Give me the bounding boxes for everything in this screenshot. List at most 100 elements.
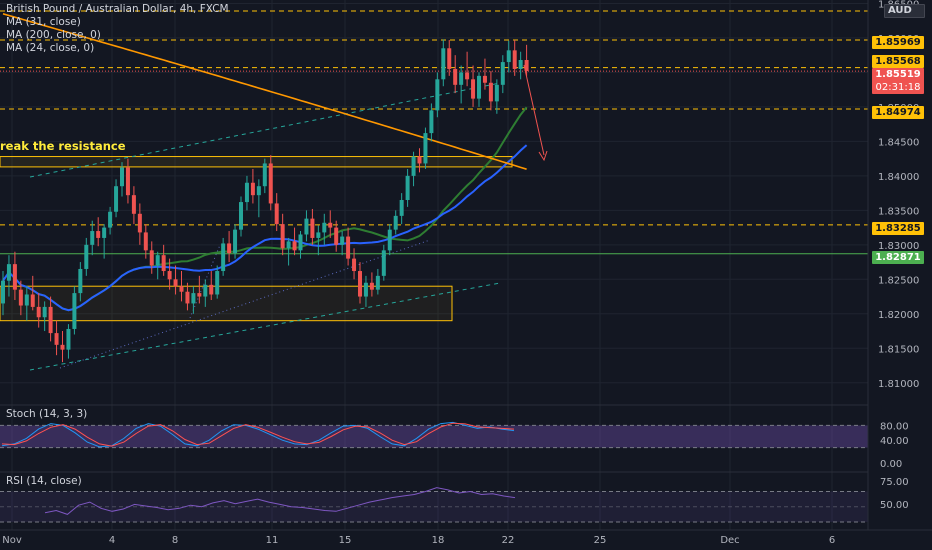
candle-body [18, 289, 23, 306]
candle-body [12, 264, 17, 290]
support-zone [0, 285, 453, 322]
candle-body [42, 306, 47, 318]
level-tag-s1: 1.84974 [872, 106, 924, 119]
candle-body [221, 243, 226, 272]
y-tick-label: 1.84500 [878, 137, 919, 148]
x-tick-label: 8 [172, 535, 178, 546]
candle-body [6, 264, 11, 281]
ma24-legend[interactable]: MA (24, close, 0) [6, 42, 95, 54]
candle-body [179, 286, 184, 292]
y-tick-label: 1.84000 [878, 172, 919, 183]
current-price-tag: 1.85519 02:31:18 [872, 68, 924, 94]
y-tick-label: 1.81500 [878, 344, 919, 355]
currency-badge[interactable]: AUD [884, 4, 925, 18]
candle-body [155, 255, 160, 266]
candle-body [399, 200, 404, 216]
stoch-band [0, 425, 868, 448]
candle-body [108, 211, 113, 228]
candle-body [524, 60, 529, 72]
candle-body [102, 227, 107, 238]
candle-body [494, 84, 499, 102]
candle-body [167, 271, 172, 280]
ma200-legend[interactable]: MA (200, close, 0) [6, 29, 101, 41]
stoch-tick-label: 0.00 [880, 459, 902, 470]
candle-body [328, 222, 333, 228]
candle-body [358, 271, 362, 297]
candle-body [203, 284, 208, 297]
candle-body [500, 62, 505, 85]
candle-body [143, 232, 148, 251]
ma31-legend[interactable]: MA (31, close) [6, 16, 81, 28]
candle-body [292, 241, 297, 251]
candle-body [447, 48, 452, 69]
x-tick-label: 18 [432, 535, 445, 546]
candle-body [280, 224, 285, 249]
candle-body [304, 218, 309, 235]
candle-body [482, 75, 487, 83]
candle-body [375, 275, 380, 290]
candle-body [30, 294, 35, 307]
symbol-title[interactable]: British Pound / Australian Dollar, 4h, F… [6, 3, 229, 15]
rsi-tick-label: 75.00 [880, 477, 909, 488]
candle-body [197, 293, 202, 297]
candle-body [471, 79, 476, 99]
candle-body [477, 75, 481, 99]
candle-body [262, 163, 267, 187]
candle-body [512, 50, 517, 69]
candle-body [363, 282, 368, 297]
candle-body [423, 133, 428, 164]
forecast-arrow-head [538, 150, 548, 162]
candle-body [298, 234, 303, 251]
rsi-label[interactable]: RSI (14, close) [6, 475, 82, 487]
x-tick-label: 15 [339, 535, 352, 546]
current-price: 1.85519 [875, 69, 921, 80]
candle-body [1, 280, 5, 304]
moving-averages [2, 13, 528, 312]
y-tick-label: 1.83500 [878, 206, 919, 217]
level-tag-r1: 1.85969 [872, 36, 924, 49]
candle-body [96, 231, 101, 238]
candle-body [209, 284, 214, 295]
candle-body [149, 250, 154, 266]
bar-countdown: 02:31:18 [875, 82, 921, 93]
candle-body [250, 182, 255, 196]
grid [0, 0, 868, 530]
y-tick-label: 1.82500 [878, 275, 919, 286]
rsi-line [44, 487, 516, 515]
stoch-pane: 80.00 40.00 0.00 [0, 421, 909, 470]
candle-body [173, 279, 178, 287]
candle-body [54, 333, 59, 345]
candle-body [381, 250, 386, 276]
candle-body [72, 293, 77, 329]
candle-body [453, 68, 458, 85]
candle-body [274, 203, 279, 225]
ma31-line [2, 144, 528, 312]
candle-body [340, 236, 345, 245]
candle-body [256, 186, 261, 196]
x-tick-label: 11 [266, 535, 279, 546]
y-tick-label: 1.82000 [878, 310, 919, 321]
candle-body [131, 195, 136, 214]
level-tag-s2: 1.83285 [872, 222, 924, 235]
stoch-label[interactable]: Stoch (14, 3, 3) [6, 408, 88, 420]
candle-body [411, 156, 416, 176]
candle-body [84, 244, 89, 269]
candle-body [239, 202, 243, 230]
candle-body [120, 167, 124, 187]
candle-body [387, 229, 392, 251]
stoch-tick-label: 40.00 [880, 436, 909, 447]
candle-body [227, 243, 232, 254]
horizontal-levels [0, 10, 868, 255]
candle-body [185, 291, 190, 304]
y-tick-label: 1.83000 [878, 241, 919, 252]
candle-body [137, 213, 142, 233]
candle-body [215, 271, 220, 295]
forecast-arrow-line [523, 64, 545, 156]
candle-body [459, 72, 464, 85]
candle-body [369, 282, 374, 290]
candle-body [393, 215, 398, 230]
candle-body [60, 344, 65, 350]
level-tag-r2: 1.85568 [872, 55, 924, 68]
